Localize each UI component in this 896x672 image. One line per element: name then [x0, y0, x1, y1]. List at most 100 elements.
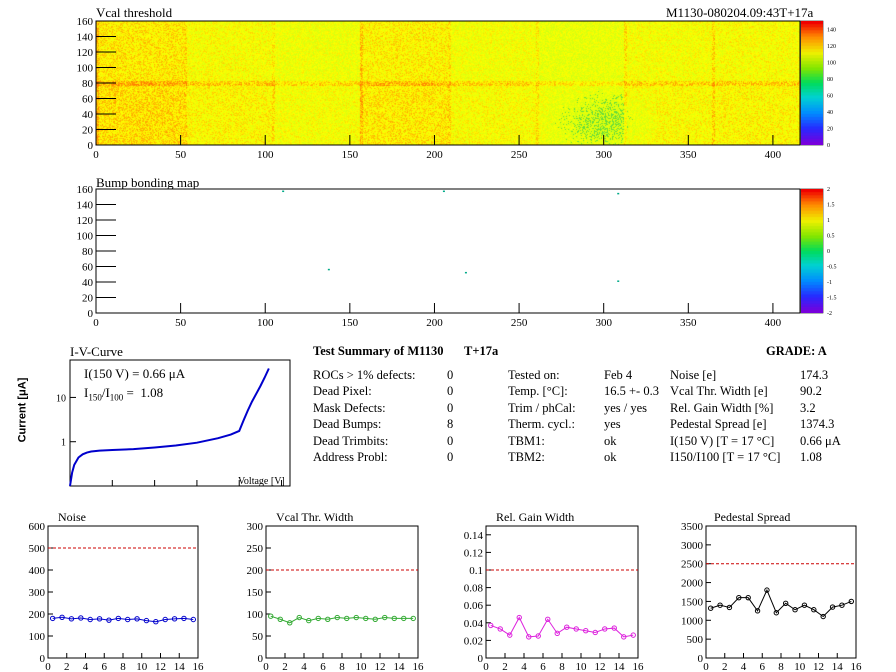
- x-tick-label: 14: [394, 661, 406, 672]
- y-tick-label: 0.08: [464, 583, 484, 595]
- x-tick-label: 10: [136, 661, 148, 672]
- colorbar-tick-label: 0: [827, 249, 830, 255]
- iv-annotation-current: I(150 V) = 0.66 μA: [84, 366, 186, 381]
- vcal-width-title: Vcal Thr. Width: [276, 510, 354, 524]
- x-tick-label: 16: [413, 661, 425, 672]
- data-point: [153, 619, 159, 625]
- data-point: [545, 616, 551, 622]
- data-point: [344, 615, 350, 622]
- x-tick-label: 12: [155, 661, 166, 672]
- data-point: [829, 604, 836, 610]
- series-line: [710, 588, 852, 618]
- data-point: [782, 600, 789, 607]
- y-tick-label: 120: [77, 47, 94, 59]
- data-point: [334, 614, 340, 621]
- data-point: [811, 607, 817, 613]
- series-line: [490, 616, 634, 638]
- x-tick-label: 250: [511, 317, 528, 329]
- dead-bump-pixel: [282, 190, 285, 193]
- data-point: [564, 624, 570, 630]
- colorbar-tick-label: -1: [827, 280, 832, 286]
- colorbar-tick-label: 40: [827, 110, 833, 116]
- x-tick-label: 12: [595, 661, 606, 672]
- iv-curve-title: I-V-Curve: [70, 344, 123, 359]
- colorbar-tick-label: 60: [827, 93, 833, 99]
- y-tick-label: 2500: [681, 559, 704, 571]
- data-point: [848, 598, 855, 605]
- x-tick-label: 0: [93, 149, 99, 161]
- data-point: [59, 614, 65, 621]
- iv-ylabel: Current [μA]: [16, 377, 29, 443]
- series-line: [270, 615, 414, 624]
- summary-value: 0: [447, 384, 454, 399]
- summary-label: TBM2:: [508, 450, 545, 464]
- data-point: [707, 605, 714, 611]
- colorbar-tick-label: 140: [827, 27, 836, 33]
- colorbar-tick-label: 1.5: [827, 203, 835, 209]
- x-tick-label: 2: [722, 661, 728, 672]
- colorbar-tick-label: 80: [827, 77, 833, 83]
- data-point: [592, 629, 598, 636]
- y-tick-label: 0.04: [464, 618, 484, 630]
- x-tick-label: 0: [93, 317, 99, 329]
- bump-bonding-axes: 0 50 100 150 200 250 300 350 4000204060801001201…: [77, 184, 837, 329]
- x-tick-label: 250: [511, 149, 528, 161]
- data-point: [773, 610, 780, 616]
- y-tick-label: 0: [40, 653, 46, 665]
- summary-label: Mask Defects:: [313, 400, 386, 415]
- x-tick-label: 400: [765, 149, 782, 161]
- summary-value: 90.2: [800, 384, 822, 399]
- x-tick-label: 150: [342, 149, 359, 161]
- summary-value: 174.3: [800, 368, 829, 382]
- summary-label: Dead Pixel:: [313, 384, 372, 399]
- colorbar-tick-label: 1: [827, 218, 830, 224]
- data-point: [68, 616, 75, 622]
- data-point: [171, 616, 178, 622]
- x-tick-label: 0: [45, 661, 51, 672]
- data-point: [554, 630, 560, 637]
- summary-grade: GRADE: A: [766, 344, 827, 358]
- data-point: [410, 615, 416, 622]
- colorbar-tick-label: -2: [827, 311, 832, 317]
- summary-label: ROCs > 1% defects:: [313, 368, 416, 382]
- x-tick-label: 8: [778, 661, 784, 672]
- summary-value: 3.2: [800, 400, 816, 415]
- y-tick-label: 1500: [681, 596, 704, 608]
- x-tick-label: 12: [813, 661, 824, 672]
- data-point: [764, 587, 770, 593]
- x-tick-label: 4: [521, 661, 527, 672]
- x-tick-label: 2: [282, 661, 288, 672]
- y-tick-label: 60: [82, 262, 94, 274]
- y-tick-label: 100: [29, 631, 46, 643]
- summary-value: 8: [447, 417, 454, 432]
- summary-label: Rel. Gain Width [%]: [670, 400, 774, 415]
- x-tick-label: 350: [680, 149, 697, 161]
- data-point: [401, 615, 407, 622]
- x-tick-label: 2: [64, 661, 70, 672]
- summary-value: 0.66 μA: [800, 433, 841, 448]
- data-point: [583, 628, 589, 634]
- colorbar-tick-label: 2: [827, 187, 830, 193]
- data-point: [754, 608, 761, 614]
- data-point: [49, 615, 56, 622]
- x-tick-label: 0: [483, 661, 489, 672]
- iv-xlabel: Voltage [V]: [238, 476, 285, 487]
- y-tick-label: 0: [88, 140, 94, 152]
- y-tick-label: 300: [247, 521, 264, 533]
- data-point: [115, 615, 122, 622]
- plot-frame: [265, 525, 419, 659]
- data-point: [287, 620, 293, 626]
- x-tick-label: 100: [257, 317, 274, 329]
- dead-bump-pixel: [464, 271, 467, 274]
- y-tick-label: 500: [29, 543, 46, 555]
- y-tick-label: 60: [82, 94, 94, 106]
- dead-bump-pixel: [617, 280, 620, 282]
- summary-label: Temp. [°C]:: [508, 384, 568, 399]
- x-tick-label: 8: [559, 661, 565, 672]
- y-tick-label: 100: [247, 609, 264, 621]
- y-tick-label: 500: [687, 634, 704, 646]
- summary-label: I(150 V) [T = 17 °C]: [670, 433, 775, 448]
- colorbar-tick-label: 0.5: [827, 234, 835, 240]
- bump-bonding-colorbar: [801, 189, 823, 313]
